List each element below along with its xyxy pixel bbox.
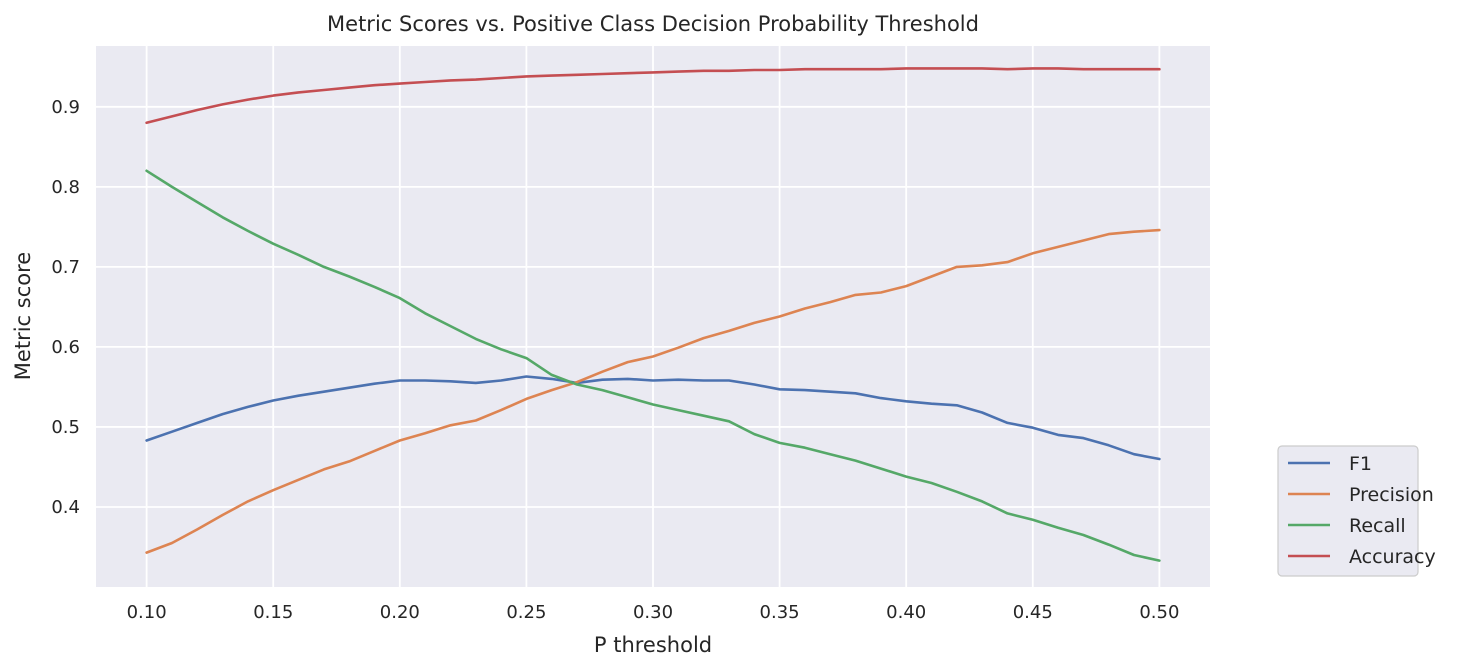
- x-tick-label: 0.20: [380, 602, 420, 623]
- x-tick-label: 0.45: [1013, 602, 1053, 623]
- chart-title: Metric Scores vs. Positive Class Decisio…: [327, 12, 979, 36]
- series-line-precision: [145, 228, 1161, 554]
- x-tick-label: 0.35: [760, 602, 800, 623]
- legend: F1 Precision Recall Accuracy: [1277, 445, 1436, 577]
- x-tick-label: 0.50: [1139, 602, 1179, 623]
- y-axis-label: Metric score: [11, 252, 35, 380]
- legend-label-f1: F1: [1349, 453, 1372, 475]
- x-tick-label: 0.40: [886, 602, 926, 623]
- y-tick-label: 0.8: [51, 177, 80, 198]
- legend-label-precision: Precision: [1349, 484, 1434, 506]
- x-tick-label: 0.15: [253, 602, 293, 623]
- series-line-accuracy: [145, 67, 1161, 125]
- legend-label-recall: Recall: [1349, 515, 1406, 537]
- series-line-f1: [145, 375, 1161, 461]
- y-tick-label: 0.5: [51, 417, 80, 438]
- legend-box: [1277, 445, 1419, 577]
- series-line-recall: [145, 169, 1161, 562]
- y-tick-label: 0.9: [51, 97, 80, 118]
- y-tick-label: 0.7: [51, 257, 80, 278]
- legend-label-accuracy: Accuracy: [1349, 546, 1436, 568]
- x-tick-labels: 0.10 0.15 0.20 0.25 0.30 0.35 0.40 0.45 0.50: [127, 602, 1180, 623]
- x-tick-label: 0.25: [506, 602, 546, 623]
- x-tick-label: 0.30: [633, 602, 673, 623]
- y-tick-labels: 0.4 0.5 0.6 0.7 0.8 0.9: [51, 97, 80, 518]
- y-tick-label: 0.4: [51, 497, 80, 518]
- y-tick-label: 0.6: [51, 337, 80, 358]
- x-tick-label: 0.10: [127, 602, 167, 623]
- series-lines: [145, 67, 1161, 562]
- x-axis-label: P threshold: [594, 633, 712, 657]
